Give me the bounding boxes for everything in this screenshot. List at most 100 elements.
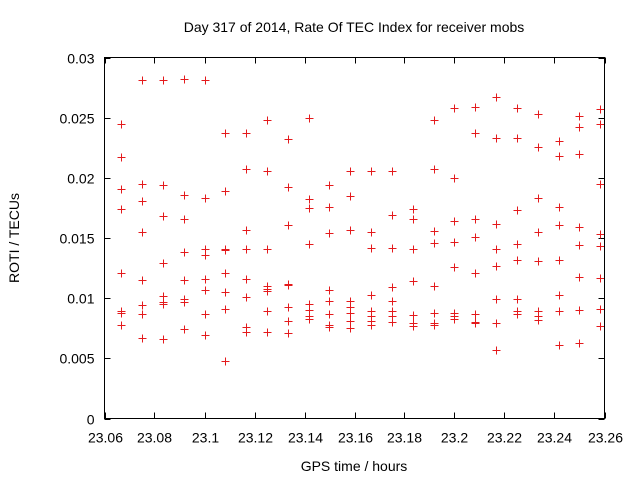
y-axis-label: ROTI / TECUs [6,193,22,283]
data-point [346,226,355,235]
data-point [325,286,334,295]
data-point [180,191,189,200]
data-point [117,269,126,278]
y-tick-label: 0.03 [67,51,94,67]
data-point [450,238,459,247]
data-point [242,165,251,174]
data-point [263,167,272,176]
data-point [138,334,147,343]
data-point [138,228,147,237]
x-tick-label: 23.1 [192,430,219,446]
data-point [575,241,584,250]
data-point [284,221,293,230]
data-point [159,76,168,85]
data-point [180,298,189,307]
data-point [492,295,501,304]
data-point [534,228,543,237]
data-point [201,251,210,260]
data-point [242,226,251,235]
data-point [471,215,480,224]
data-point [325,181,334,190]
data-point [450,315,459,324]
data-point [201,286,210,295]
data-point [325,310,334,319]
data-point [513,206,522,215]
data-point [138,301,147,310]
data-point [201,275,210,284]
data-point [388,297,397,306]
data-point [534,110,543,119]
data-point [325,297,334,306]
data-point [138,276,147,285]
data-point [555,256,564,265]
x-tick-label: 23.14 [288,430,323,446]
data-point [263,116,272,125]
data-point [575,112,584,121]
data-point [325,323,334,332]
data-point [596,180,605,189]
data-point [492,134,501,143]
data-point [555,203,564,212]
y-tick-label: 0.015 [59,231,94,247]
data-point [221,269,230,278]
x-tick-label: 23.12 [238,430,273,446]
data-point [159,181,168,190]
data-point [117,321,126,330]
data-point [138,310,147,319]
data-point [596,105,605,114]
data-point [450,104,459,113]
data-point [430,321,439,330]
data-point [180,215,189,224]
x-tick-label: 23.2 [441,430,468,446]
x-tick-label: 23.24 [537,430,572,446]
data-point [575,150,584,159]
data-point [388,211,397,220]
data-point [492,319,501,328]
data-point [450,263,459,272]
data-point [221,129,230,138]
data-point [430,116,439,125]
data-point [159,259,168,268]
y-tick-label: 0.02 [67,171,94,187]
data-point [346,167,355,176]
data-point [555,341,564,350]
data-point [284,317,293,326]
data-point [201,194,210,203]
data-point [555,137,564,146]
data-point [575,123,584,132]
data-point [367,321,376,330]
data-point [221,305,230,314]
data-point [325,229,334,238]
data-point [242,129,251,138]
x-tick-label: 23.08 [137,430,172,446]
data-point [450,217,459,226]
data-point [430,227,439,236]
data-point [492,93,501,102]
data-point [430,165,439,174]
data-point [201,331,210,340]
data-point [534,257,543,266]
data-point [305,114,314,123]
data-point [367,244,376,253]
data-point [201,310,210,319]
data-point [596,274,605,283]
data-point [596,242,605,251]
data-point [159,300,168,309]
data-point [284,303,293,312]
data-point [201,76,210,85]
x-tick-label: 23.16 [338,430,373,446]
data-point [471,269,480,278]
data-point [596,322,605,331]
x-tick-label: 23.22 [487,430,522,446]
data-point [534,143,543,152]
data-point [242,275,251,284]
data-point [138,180,147,189]
data-point [555,291,564,300]
data-point [575,306,584,315]
data-point [159,335,168,344]
data-point [409,322,418,331]
data-point [471,310,480,319]
y-tick-label: 0.01 [67,291,94,307]
